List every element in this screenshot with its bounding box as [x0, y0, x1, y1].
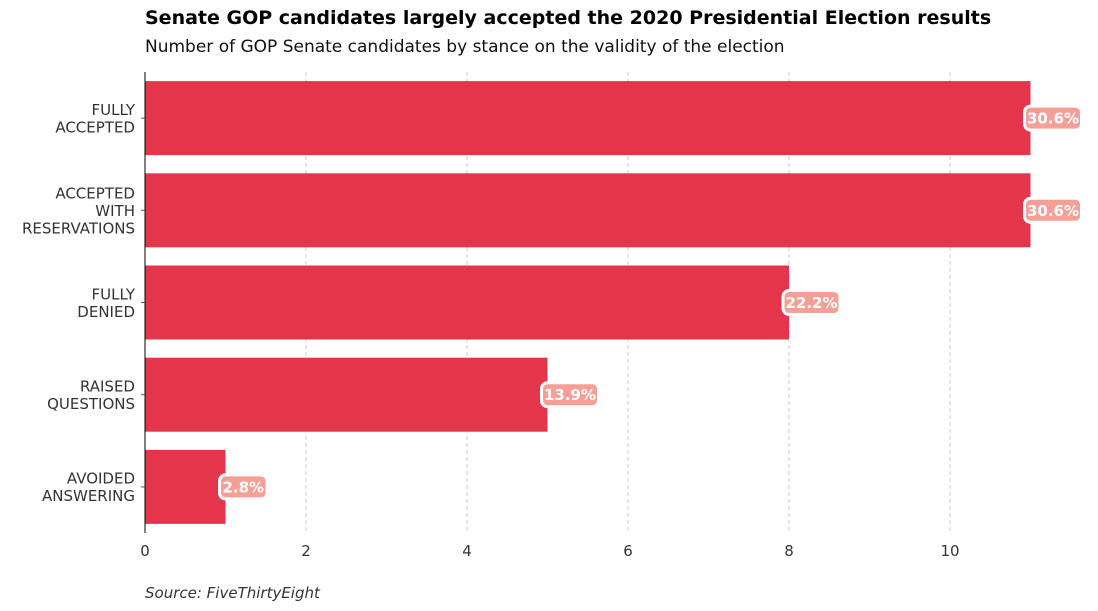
bar	[145, 81, 1031, 156]
chart-subtitle: Number of GOP Senate candidates by stanc…	[145, 37, 785, 57]
y-category-label: FULLY ACCEPTED	[55, 101, 136, 137]
data-label: 2.8%	[222, 478, 264, 496]
data-label: 22.2%	[785, 294, 837, 312]
data-label-box	[781, 289, 842, 316]
bar	[145, 357, 548, 432]
x-tick-label: 6	[623, 542, 633, 560]
data-label-box	[1023, 196, 1083, 224]
bar	[145, 173, 1031, 248]
x-tick-label: 8	[784, 542, 794, 560]
bars	[145, 81, 1031, 524]
axes: 0 2 4 6 8 10 FULLY ACCEPTED ACCEPTED WITH RESERVAT…	[22, 72, 960, 560]
y-category-label: AVOIDED ANSWERING	[42, 470, 135, 506]
data-label-box	[540, 381, 600, 409]
source-note: Source: FiveThirtyEight	[145, 584, 320, 602]
x-tick-label: 0	[140, 542, 150, 560]
data-label: 13.9%	[544, 386, 596, 404]
y-category-label: RAISED QUESTIONS	[47, 377, 135, 413]
data-label-box	[1023, 104, 1083, 132]
x-tick-label: 2	[301, 542, 311, 560]
data-label-box	[218, 473, 269, 501]
data-label: 30.6%	[1027, 110, 1079, 128]
bar	[145, 449, 226, 524]
data-labels: 30.6% 30.6% 22.2% 13.9% 2.8%	[218, 104, 1083, 501]
bar	[145, 265, 789, 340]
x-tick-label: 4	[462, 542, 472, 560]
chart-title: Senate GOP candidates largely accepted t…	[145, 7, 992, 29]
x-tick-label: 10	[940, 542, 959, 560]
y-category-label: FULLY DENIED	[77, 285, 136, 321]
y-category-label: ACCEPTED WITH RESERVATIONS	[22, 184, 135, 237]
data-label: 30.6%	[1027, 202, 1079, 220]
